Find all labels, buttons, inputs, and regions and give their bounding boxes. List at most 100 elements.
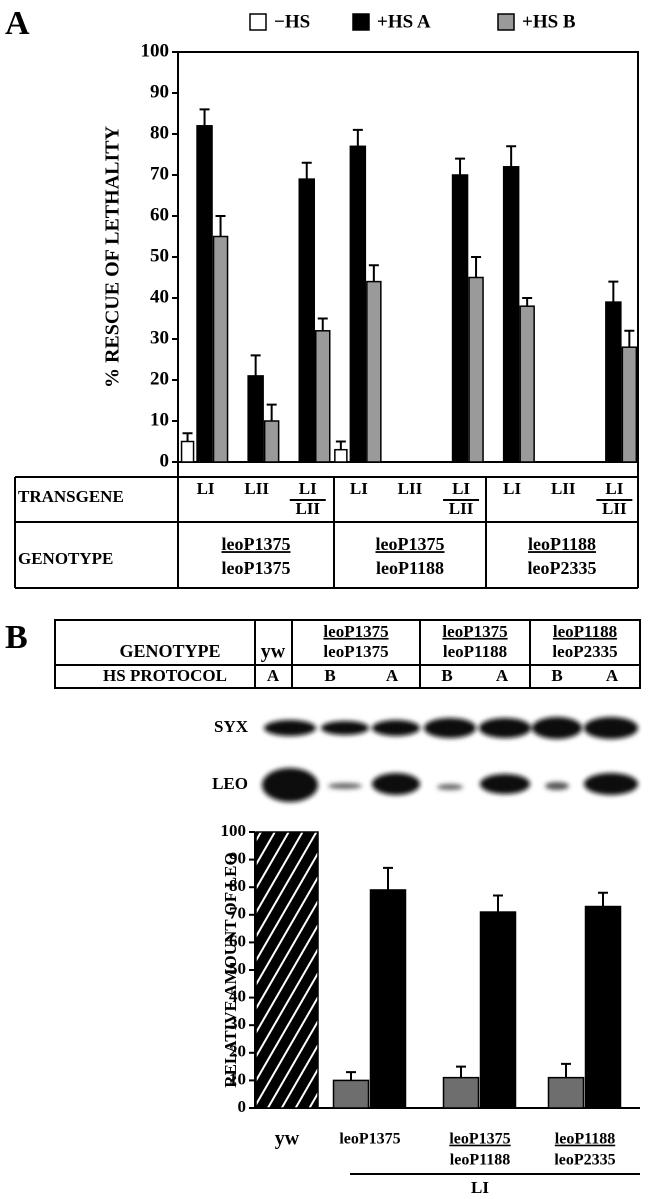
bar [263,420,280,463]
bar [584,905,622,1109]
y-axis-label: RELATIVE AMOUNT OF LEO [221,852,240,1087]
blot-label: SYX [214,717,249,736]
error-bar [266,403,277,421]
legend-label: +HS B [522,11,576,32]
table-header: HS PROTOCOL [103,666,227,685]
error-bar [215,215,226,237]
bracket-label: LI [471,1178,489,1197]
genotype-label: leoP1188 [376,558,444,578]
legend-swatch [497,13,515,31]
x-tick-label: leoP1188 [450,1152,510,1169]
table-genotype: yw [261,641,286,663]
x-tick-label: LI [299,479,317,498]
table-genotype: leoP1188 [553,622,617,641]
x-tick-label: LII [449,499,474,518]
x-tick-label: LII [398,479,423,498]
bar [519,305,535,463]
error-bar [506,145,517,167]
x-tick-label: LI [350,479,368,498]
error-bar [522,297,533,307]
y-axis-label: % RESCUE OF LETHALITY [102,125,124,388]
error-bar [493,894,503,913]
error-bar [561,1062,571,1078]
table-genotype: leoP1375 [442,622,507,641]
legend-swatch [352,13,370,31]
error-bar [598,891,608,907]
row-label: TRANSGENE [18,487,124,506]
table-genotype: leoP1188 [443,642,507,661]
table-protocol: A [606,666,619,685]
bar [479,911,517,1109]
x-tick-label: LI [503,479,521,498]
x-tick-label: LII [244,479,269,498]
table-genotype: leoP1375 [323,642,388,661]
panel-label: A [5,5,30,42]
bar [366,280,382,463]
error-bar [250,354,261,376]
table-protocol: B [324,666,335,685]
y-tick-label: 30 [150,327,169,348]
table-protocol: B [551,666,562,685]
y-tick-label: 80 [229,876,246,895]
x-tick-label: LI [197,479,215,498]
y-tick-label: 60 [150,204,169,225]
genotype-label: leoP1375 [376,534,445,554]
table-protocol: B [441,666,452,685]
bar [298,178,315,463]
bar [247,375,264,463]
bar [180,440,195,463]
panel-label: B [5,619,28,656]
error-bar [471,256,482,278]
error-bar [199,108,210,126]
genotype-label: leoP1375 [222,534,291,554]
table-genotype: leoP2335 [552,642,617,661]
bar [451,174,469,463]
x-tick-label: leoP2335 [554,1152,615,1169]
y-tick-label: 50 [229,959,246,978]
bar [621,346,638,463]
x-tick-label: yw [275,1128,300,1150]
bar [332,1079,370,1109]
error-bar [368,264,379,282]
genotype-label: leoP2335 [528,558,597,578]
y-tick-label: 60 [229,931,246,950]
bar [547,1076,585,1109]
error-bar [182,432,193,442]
bar [349,145,367,463]
y-tick-label: 20 [150,368,169,389]
bar [334,448,348,463]
y-tick-label: 10 [150,409,169,430]
table-protocol: A [496,666,509,685]
table-header: GENOTYPE [119,641,220,661]
table-a-lines [14,51,639,589]
x-tick-label: LI [452,479,470,498]
table-protocol: A [267,666,280,685]
bar [196,125,213,463]
y-tick-label: 40 [229,987,246,1006]
error-bar [301,161,312,180]
error-bar [383,866,393,890]
table-protocol: A [386,666,399,685]
bar [255,831,319,1109]
y-tick-label: 100 [221,821,247,840]
x-tick-label: leoP1375 [339,1131,400,1148]
error-bar [608,280,619,303]
error-bar [456,1065,466,1078]
y-tick-label: 30 [229,1014,246,1033]
x-tick-label: LII [295,499,320,518]
y-tick-label: 0 [160,450,170,471]
y-tick-label: 50 [150,245,169,266]
x-tick-label: leoP1188 [555,1131,615,1148]
legend-swatch [249,13,267,31]
y-tick-label: 40 [150,286,169,307]
genotype-label: leoP1375 [222,558,291,578]
row-label: GENOTYPE [18,549,113,568]
bar [315,330,331,463]
blot-label: LEO [212,774,248,793]
table-genotype: leoP1375 [323,622,388,641]
x-tick-label: LI [605,479,623,498]
bar [605,301,622,463]
error-bar [455,157,466,175]
error-bar [352,128,363,147]
